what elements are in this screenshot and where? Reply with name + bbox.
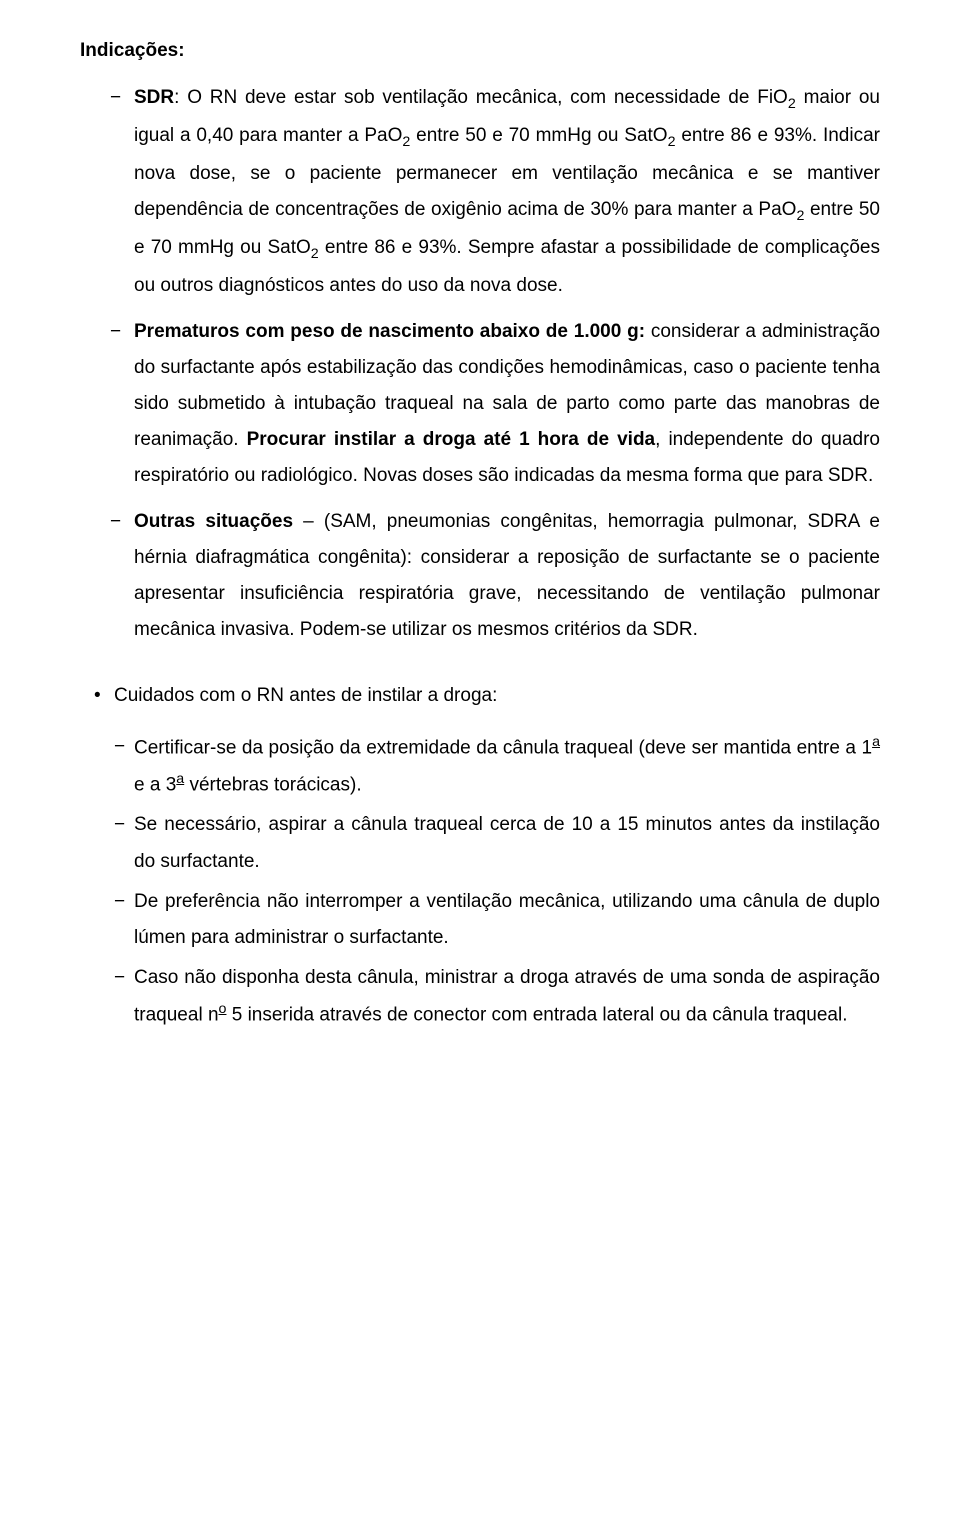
list-item: Caso não disponha desta cânula, ministra… xyxy=(80,960,880,1034)
care-heading: Cuidados com o RN antes de instilar a dr… xyxy=(80,678,880,714)
text-run: vértebras torácicas). xyxy=(184,774,361,795)
text-run: Outras situações xyxy=(134,511,293,532)
text-run: 5 inserida através de conector com entra… xyxy=(226,1004,847,1025)
text-run: De preferência não interromper a ventila… xyxy=(134,891,880,948)
section-heading-indications: Indicações: xyxy=(80,40,880,62)
text-run: a xyxy=(872,734,880,750)
text-run: Prematuros com peso de nascimento abaixo… xyxy=(134,321,645,342)
list-item: Certificar-se da posição da extremidade … xyxy=(80,729,880,804)
list-item: Outras situações – (SAM, pneumonias cong… xyxy=(80,504,880,648)
text-run: 2 xyxy=(311,245,319,261)
list-item: Prematuros com peso de nascimento abaixo… xyxy=(80,314,880,494)
care-items-list: Certificar-se da posição da extremidade … xyxy=(80,729,880,1034)
text-run: Se necessário, aspirar a cânula traqueal… xyxy=(134,814,880,871)
indications-list: SDR: O RN deve estar sob ventilação mecâ… xyxy=(80,80,880,648)
list-item: SDR: O RN deve estar sob ventilação mecâ… xyxy=(80,80,880,304)
list-item: Se necessário, aspirar a cânula traqueal… xyxy=(80,807,880,879)
text-run: SDR xyxy=(134,87,174,108)
text-run: Certificar-se da posição da extremidade … xyxy=(134,737,872,758)
text-run: entre 50 e 70 mmHg ou SatO xyxy=(410,125,667,146)
care-heading-list: Cuidados com o RN antes de instilar a dr… xyxy=(80,678,880,714)
list-item: De preferência não interromper a ventila… xyxy=(80,884,880,956)
text-run: a xyxy=(176,771,184,787)
document-page: Indicações: SDR: O RN deve estar sob ven… xyxy=(0,0,960,1539)
text-run: : O RN deve estar sob ventilação mecânic… xyxy=(174,87,788,108)
text-run: 2 xyxy=(668,134,676,150)
text-run: 2 xyxy=(788,96,796,112)
text-run: Procurar instilar a droga até 1 hora de … xyxy=(247,429,656,450)
text-run: e a 3 xyxy=(134,774,176,795)
